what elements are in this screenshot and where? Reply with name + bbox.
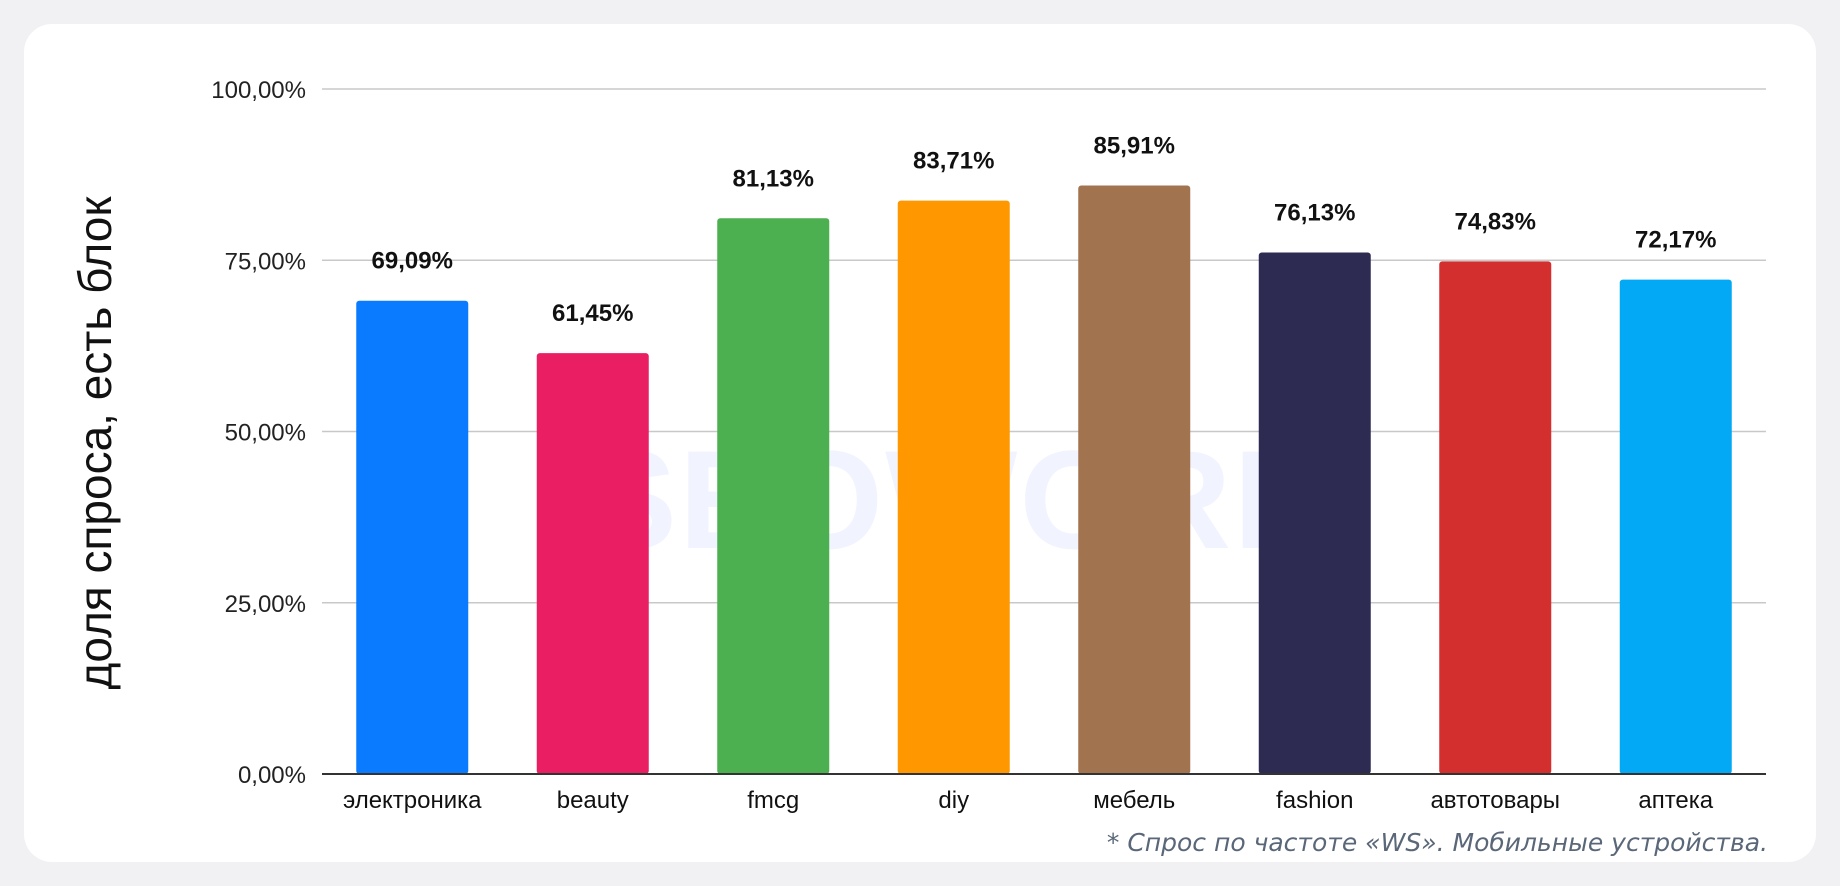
x-tick-label: аптека: [1638, 787, 1713, 814]
y-axis-label: доля спроса, есть блок: [69, 196, 121, 690]
x-tick-label: мебель: [1093, 787, 1175, 814]
x-tick-label: автотовары: [1430, 787, 1560, 814]
data-label: 81,13%: [733, 165, 814, 192]
bar: [536, 353, 649, 774]
data-label: 74,83%: [1455, 208, 1536, 235]
data-label: 76,13%: [1274, 200, 1355, 227]
x-tick-label: fashion: [1276, 787, 1353, 814]
y-tick-label: 0,00%: [238, 762, 306, 789]
bar: [356, 300, 469, 774]
bar: [1439, 261, 1552, 774]
data-label: 69,09%: [372, 248, 453, 275]
x-tick-label: электроника: [343, 787, 482, 814]
bar: [1619, 279, 1732, 774]
bar: [1258, 252, 1371, 774]
y-tick-label: 50,00%: [225, 420, 306, 447]
x-tick-label: fmcg: [747, 787, 799, 814]
y-tick-label: 75,00%: [225, 248, 306, 275]
data-label: 85,91%: [1094, 133, 1175, 160]
data-label: 61,45%: [552, 300, 633, 327]
footnote: * Спрос по частоте «WS». Мобильные устро…: [1106, 828, 1768, 857]
y-tick-label: 100,00%: [211, 77, 306, 104]
bar: [717, 218, 830, 774]
x-tick-label: beauty: [557, 787, 629, 814]
bar: [897, 200, 1010, 775]
data-label: 83,71%: [913, 148, 994, 175]
x-tick-label: diy: [938, 787, 969, 814]
data-label: 72,17%: [1635, 227, 1716, 254]
y-tick-label: 25,00%: [225, 591, 306, 618]
bar: [1078, 185, 1191, 775]
